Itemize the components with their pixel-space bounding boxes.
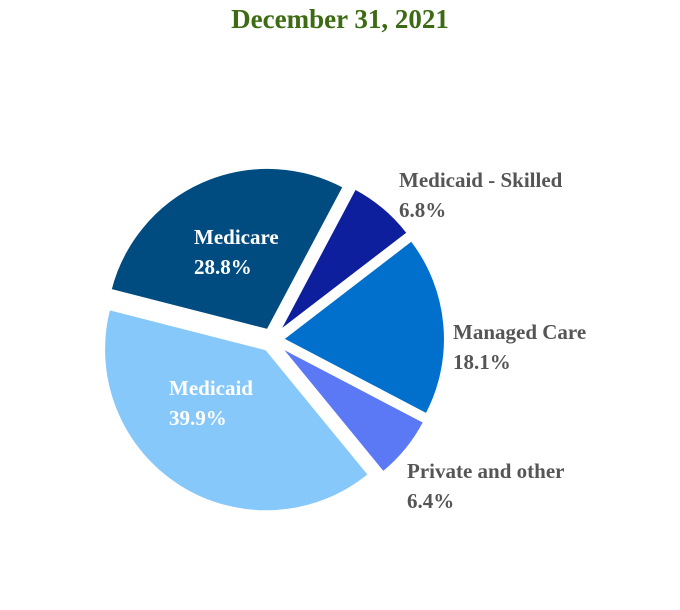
chart-title: December 31, 2021 (231, 4, 449, 34)
pie-slice-medicaid (103, 307, 371, 513)
pie-slice-private-and-other (279, 346, 426, 474)
slice-value-label: 39.9% (169, 406, 227, 430)
slice-label: Medicaid - Skilled (399, 168, 563, 192)
slice-label: Private and other (407, 459, 564, 483)
slice-value-label: 6.4% (407, 489, 454, 513)
pie-slice-medicare (109, 167, 345, 332)
pie-slice-managed-care (281, 238, 446, 416)
pie-slice-medicaid-skilled (278, 187, 409, 333)
slice-label: Medicaid (169, 376, 253, 400)
slice-value-label: 28.8% (194, 255, 252, 279)
slice-value-label: 18.1% (453, 350, 511, 374)
slice-label: Managed Care (453, 320, 586, 344)
slice-value-label: 6.8% (399, 198, 446, 222)
slice-label: Medicare (194, 225, 279, 249)
